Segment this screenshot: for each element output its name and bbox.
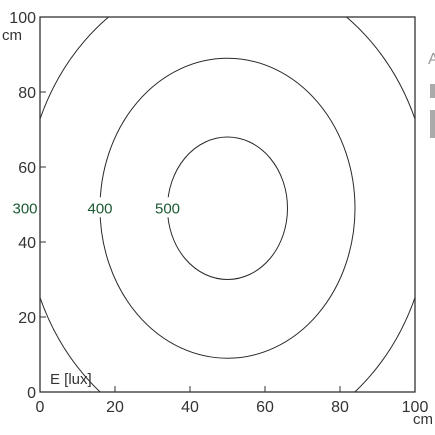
- contour-label-bg-400: [84, 197, 116, 218]
- contour-line-500: [167, 136, 288, 280]
- y-tick-label: 80: [18, 85, 36, 102]
- y-tick-label: 100: [9, 10, 36, 27]
- x-axis-unit-label: cm: [413, 411, 433, 428]
- contour-label-bg-300: [9, 197, 41, 218]
- legend-mark-3: [430, 124, 435, 138]
- y-tick-label: 40: [18, 235, 36, 252]
- legend-mark-2: [430, 110, 435, 124]
- y-tick-label: 60: [18, 160, 36, 177]
- x-tick-label: 0: [36, 399, 45, 416]
- x-tick-label: 60: [256, 399, 274, 416]
- x-tick-label: 100: [402, 399, 429, 416]
- y-tick-label: 0: [27, 385, 36, 402]
- contour-label-bg-500: [151, 197, 184, 218]
- contour-label-300: 300: [12, 200, 37, 217]
- contour-line-400: [99, 57, 356, 359]
- contour-label-500: 500: [155, 200, 180, 217]
- y-axis-unit-label: cm: [2, 27, 22, 44]
- contour-label-400: 400: [87, 200, 112, 217]
- edge-text: A: [428, 51, 435, 68]
- legend-mark-1: [430, 84, 435, 98]
- quantity-label: E [lux]: [50, 371, 92, 388]
- x-tick-label: 40: [181, 399, 199, 416]
- plot-frame: [39, 16, 416, 393]
- x-tick-label: 80: [331, 399, 349, 416]
- y-tick-label: 20: [18, 310, 36, 327]
- x-tick-label: 20: [106, 399, 124, 416]
